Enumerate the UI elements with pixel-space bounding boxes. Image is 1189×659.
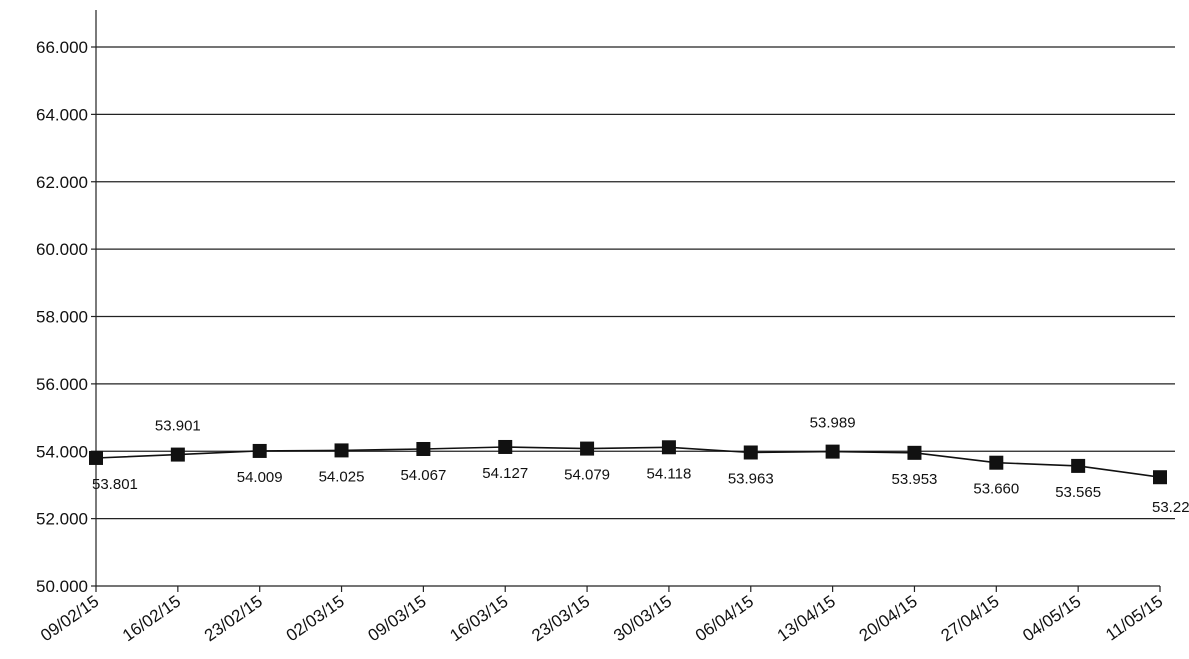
data-label: 53.989	[810, 415, 856, 432]
axis-layer	[91, 10, 1161, 592]
data-label: 54.127	[482, 465, 528, 482]
data-label: 53.660	[973, 481, 1019, 498]
x-tick-label: 23/02/15	[201, 592, 266, 646]
data-label: 54.079	[564, 467, 610, 484]
data-point-marker	[580, 441, 595, 456]
data-point-marker	[89, 450, 103, 465]
series-layer	[89, 439, 1167, 485]
data-point-marker	[1071, 458, 1086, 473]
x-tick-label: 27/04/15	[937, 592, 1002, 646]
y-tick-labels: 50.000 52.000 54.000 56.000 58.000 60.000 62.0…	[36, 38, 88, 596]
x-tick-label: 16/02/15	[119, 592, 184, 646]
data-point-marker	[661, 440, 676, 455]
x-tick-label: 30/03/15	[610, 592, 675, 646]
data-point-marker	[170, 447, 185, 462]
x-tick-label: 16/03/15	[446, 592, 511, 646]
data-point-marker	[416, 441, 431, 456]
y-tick-label: 56.000	[36, 375, 88, 394]
data-label: 54.067	[400, 467, 446, 484]
data-point-marker	[334, 443, 349, 458]
data-label: 54.009	[237, 469, 283, 486]
data-label: 53.229	[1152, 499, 1189, 516]
data-point-marker	[252, 443, 267, 458]
x-tick-label: 06/04/15	[692, 592, 757, 646]
series-line	[95, 446, 1161, 478]
data-label: 53.953	[892, 471, 938, 488]
x-tick-label: 11/05/15	[1102, 592, 1166, 645]
x-tick-label: 09/02/15	[37, 592, 102, 646]
data-point-marker	[1153, 470, 1167, 485]
data-point-marker	[498, 439, 513, 454]
y-tick-label: 64.000	[36, 105, 88, 124]
x-tick-label: 13/04/15	[774, 592, 839, 646]
data-label: 53.565	[1055, 484, 1101, 501]
y-tick-label: 50.000	[36, 577, 88, 596]
data-label: 54.025	[319, 468, 365, 485]
data-point-marker	[989, 455, 1004, 470]
x-tick-label: 04/05/15	[1019, 592, 1084, 646]
y-tick-label: 60.000	[36, 240, 88, 259]
x-tick-label: 09/03/15	[365, 592, 430, 646]
data-point-marker	[825, 444, 840, 459]
data-label: 53.901	[155, 418, 201, 435]
data-label: 54.118	[647, 465, 692, 482]
data-point-marker	[907, 445, 922, 460]
y-tick-label: 54.000	[36, 442, 88, 461]
x-tick-label: 23/03/15	[528, 592, 593, 646]
data-label: 53.801	[92, 476, 138, 493]
data-labels: 53.801 53.901 54.009 54.025 54.067 54.127 54.0…	[92, 415, 1189, 517]
y-tick-label: 66.000	[36, 38, 88, 57]
y-tick-label: 52.000	[36, 510, 88, 529]
x-tick-label: 02/03/15	[283, 592, 348, 646]
x-tick-labels: 09/02/15 16/02/15 23/02/15 02/03/15 09/03/15…	[37, 592, 1166, 646]
data-label: 53.963	[728, 470, 774, 487]
data-point-marker	[743, 445, 758, 460]
y-tick-label: 58.000	[36, 308, 88, 327]
y-tick-label: 62.000	[36, 173, 88, 192]
x-tick-label: 20/04/15	[856, 592, 921, 646]
